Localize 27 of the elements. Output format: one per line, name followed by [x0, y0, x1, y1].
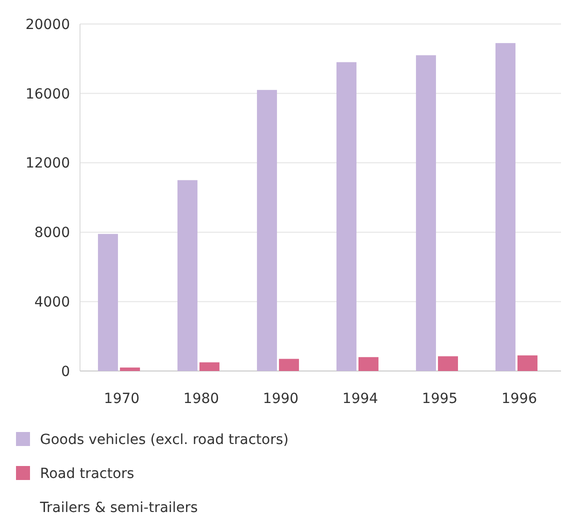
y-tick-label: 8000 — [34, 225, 70, 242]
y-tick-label: 0 — [61, 364, 70, 380]
bar — [495, 43, 516, 371]
bar — [120, 368, 140, 371]
y-tick-label: 16000 — [25, 86, 70, 102]
x-tick-label: 1994 — [342, 391, 378, 407]
x-tick-label: 1995 — [422, 391, 458, 407]
bar — [517, 355, 538, 371]
bar — [336, 62, 356, 371]
x-tick-label: 1996 — [501, 391, 538, 407]
bar — [278, 358, 299, 371]
bar — [177, 180, 198, 371]
bar — [199, 362, 220, 371]
x-tick-label: 1980 — [183, 391, 220, 407]
y-tick-label: 4000 — [34, 294, 70, 310]
x-tick-label: 1990 — [262, 391, 299, 407]
x-tick-label: 1970 — [104, 391, 140, 407]
y-tick-label: 12000 — [25, 156, 70, 172]
bar — [256, 90, 277, 371]
bar — [98, 234, 118, 371]
bar — [416, 55, 436, 371]
legend-label: Goods vehicles (excl. road tractors) — [40, 432, 289, 448]
y-tick-label: 20000 — [25, 16, 70, 33]
bar — [358, 357, 378, 371]
bar — [438, 356, 458, 371]
legend-label: Road tractors — [40, 466, 134, 482]
text: Trailers & semi-trailers — [39, 500, 198, 516]
